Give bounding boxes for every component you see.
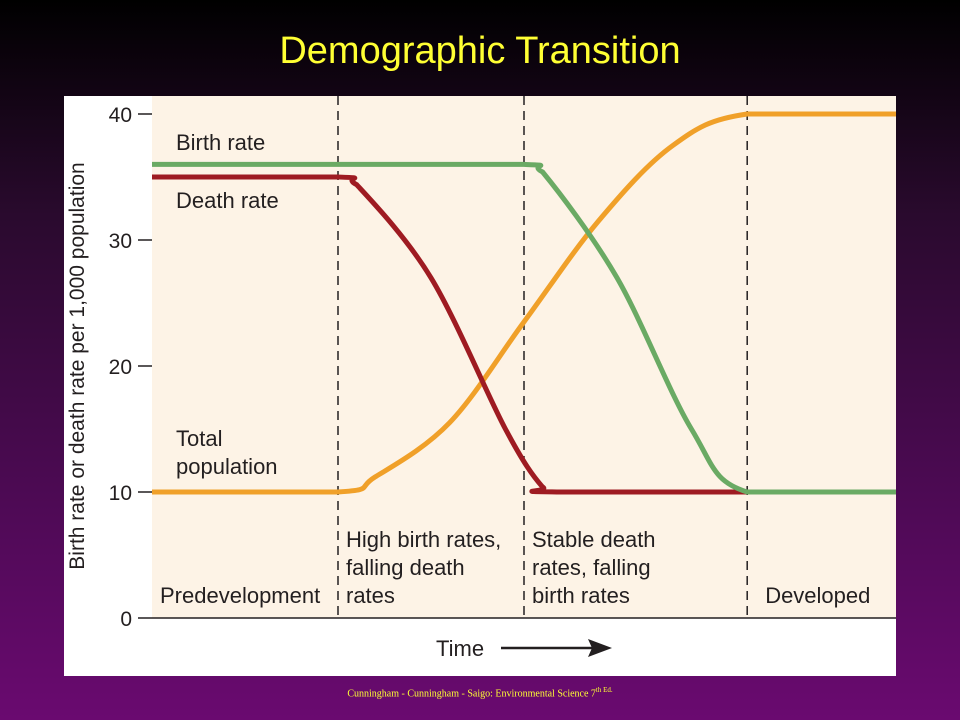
- demographic-transition-chart: 0 10 20 30 40 Birth rate or death rate per 1,…: [66, 96, 896, 661]
- stage-label-2-2: falling death: [346, 555, 465, 580]
- series-label-total-population: Total: [176, 426, 222, 451]
- stage-label-2-3: rates: [346, 583, 395, 608]
- footer-edition: th Ed.: [595, 686, 613, 694]
- y-tick-label-0: 0: [120, 608, 132, 631]
- slide-title: Demographic Transition: [279, 30, 681, 72]
- series-line-total-population: [151, 111, 896, 495]
- stage-label-3: Stable death: [532, 527, 656, 552]
- series-line-death-rate: [152, 174, 896, 495]
- stage-label-4: Developed: [765, 583, 870, 608]
- stage-label-2: High birth rates,: [346, 527, 501, 552]
- y-axis-label: Birth rate or death rate per 1,000 popul…: [66, 162, 89, 569]
- series-line-birth-rate: [152, 161, 896, 495]
- time-arrow-head-icon: [588, 639, 612, 657]
- y-tick-label-10: 10: [109, 482, 132, 505]
- stage-label-3-2: rates, falling: [532, 555, 651, 580]
- footer-citation: Cunningham - Cunningham - Saigo: Environ…: [347, 688, 596, 700]
- y-tick-label-40: 40: [109, 104, 132, 127]
- slide-footer: Cunningham - Cunningham - Saigo: Environ…: [0, 686, 960, 699]
- series-label-birth-rate: Birth rate: [176, 130, 265, 155]
- y-tick-label-20: 20: [109, 356, 132, 379]
- series-label-death-rate: Death rate: [176, 188, 279, 213]
- stage-label-1: Predevelopment: [160, 583, 320, 608]
- chart-panel: 0 10 20 30 40 Birth rate or death rate per 1,…: [64, 96, 896, 676]
- stage-label-3-3: birth rates: [532, 583, 630, 608]
- y-tick-label-30: 30: [109, 230, 132, 253]
- series-label-total-population-2: population: [176, 454, 278, 479]
- x-axis-label: Time: [436, 636, 484, 661]
